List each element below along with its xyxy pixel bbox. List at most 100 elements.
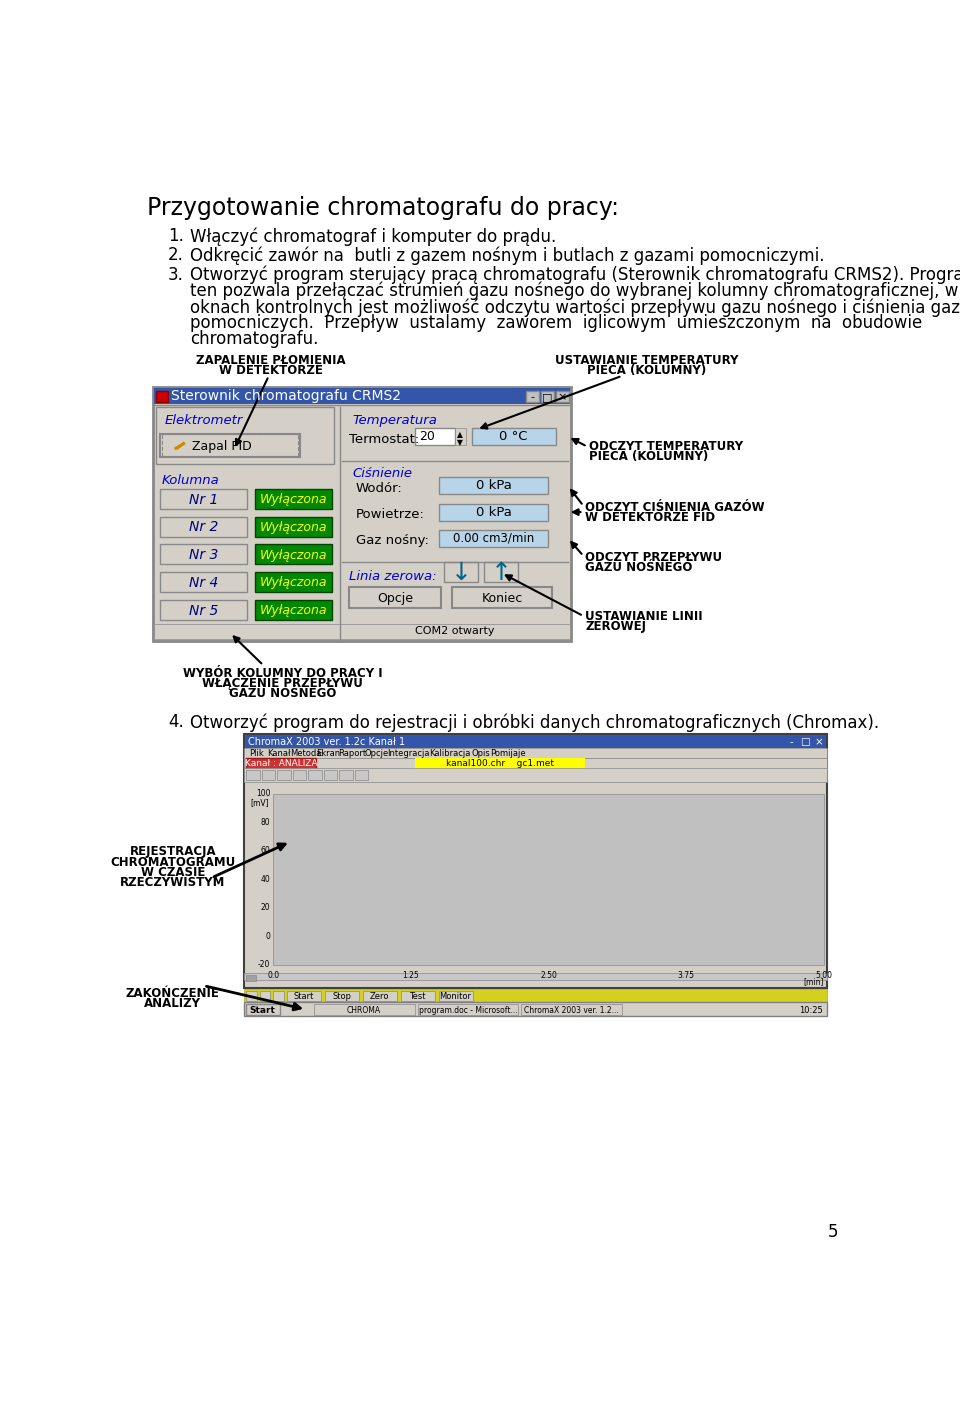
Bar (259, 991, 271, 1001)
Text: WYBÓR KOLUMNY DO PRACY I: WYBÓR KOLUMNY DO PRACY I (183, 666, 383, 679)
Bar (444, 562, 478, 582)
Bar (247, 758, 316, 768)
Text: GAZU NOŚNEGO: GAZU NOŚNEGO (585, 561, 692, 573)
Bar (254, 600, 332, 620)
Bar (160, 545, 247, 565)
Text: 0.00 cm3/min: 0.00 cm3/min (453, 532, 534, 545)
Text: 20: 20 (261, 904, 271, 912)
Text: WŁĄCZENIE PRZEPŁYWU: WŁĄCZENIE PRZEPŁYWU (203, 676, 363, 690)
Text: -: - (789, 737, 793, 747)
Text: Test: Test (409, 991, 426, 1001)
Text: Plik: Plik (249, 750, 263, 758)
Bar (314, 1004, 415, 1015)
Text: PIECA (KOLUMNY): PIECA (KOLUMNY) (588, 364, 707, 377)
Text: PIECA (KOLUMNY): PIECA (KOLUMNY) (588, 450, 708, 463)
Bar (244, 748, 827, 758)
Text: Koniec: Koniec (482, 592, 522, 604)
Bar (153, 387, 571, 641)
Bar (452, 587, 552, 609)
Text: ODCZYT CIŚNIENIA GAZÓW: ODCZYT CIŚNIENIA GAZÓW (585, 500, 764, 514)
Bar (287, 991, 321, 1001)
Bar (244, 1001, 827, 1015)
Bar (274, 794, 824, 964)
Bar (246, 974, 256, 981)
Bar (472, 428, 556, 445)
Text: kanal100.chr    gc1.met: kanal100.chr gc1.met (445, 760, 554, 768)
Text: ↓: ↓ (450, 561, 471, 585)
Text: Elektrometr: Elektrometr (165, 414, 243, 428)
Text: Integracja: Integracja (388, 750, 430, 758)
Bar (244, 988, 827, 1001)
Bar (355, 770, 368, 779)
Bar (324, 991, 359, 1001)
Text: 0.0: 0.0 (268, 971, 279, 980)
Text: Wyłączona: Wyłączona (260, 493, 327, 507)
Text: Start: Start (250, 1005, 276, 1015)
Text: ZAPALENIE PŁOMIENIA: ZAPALENIE PŁOMIENIA (196, 354, 346, 367)
Bar (556, 391, 568, 402)
Text: 4.: 4. (168, 713, 183, 731)
Text: Wyłączona: Wyłączona (260, 576, 327, 589)
Bar (324, 770, 337, 779)
Text: 0 kPa: 0 kPa (475, 505, 512, 518)
Text: ChromaX 2003 ver. 1.2...: ChromaX 2003 ver. 1.2... (524, 1005, 619, 1015)
Text: Nr 4: Nr 4 (189, 576, 218, 590)
Bar (254, 489, 332, 508)
Bar (254, 572, 332, 592)
Bar (293, 770, 306, 779)
Bar (526, 391, 540, 402)
Text: REJESTRACJA: REJESTRACJA (130, 846, 216, 858)
Bar (349, 587, 441, 609)
Text: Kanał : ANALIZA: Kanał : ANALIZA (245, 760, 318, 768)
Bar (400, 991, 435, 1001)
Bar (162, 435, 299, 456)
Text: RZECZYWISTYM: RZECZYWISTYM (120, 875, 226, 888)
Text: □: □ (801, 737, 810, 747)
Text: Wyłączona: Wyłączona (260, 604, 327, 617)
Bar (339, 770, 352, 779)
Text: Kolumna: Kolumna (162, 473, 220, 487)
Text: Start: Start (294, 991, 314, 1001)
Bar (155, 624, 569, 640)
Text: Raport: Raport (339, 750, 367, 758)
Text: Kanał: Kanał (267, 750, 291, 758)
Bar (244, 758, 827, 770)
Text: 5: 5 (828, 1223, 838, 1241)
Bar (439, 991, 472, 1001)
Text: Pomijaje: Pomijaje (490, 750, 525, 758)
Text: Wyłączona: Wyłączona (260, 549, 327, 562)
Text: ↑: ↑ (491, 561, 512, 585)
Text: GAZU NOŚNEGO: GAZU NOŚNEGO (229, 686, 336, 700)
Bar (440, 504, 548, 521)
Text: Nr 3: Nr 3 (189, 548, 218, 562)
Text: Gaz nośny:: Gaz nośny: (355, 534, 428, 548)
Text: CHROMA: CHROMA (348, 1005, 381, 1015)
Text: Kalibracja: Kalibracja (429, 750, 470, 758)
Text: CHROMATOGRAMU: CHROMATOGRAMU (110, 856, 235, 868)
Bar (415, 758, 585, 768)
Text: Ciśnienie: Ciśnienie (352, 466, 413, 480)
Text: ANALIZY: ANALIZY (144, 997, 202, 1010)
Text: W CZASIE: W CZASIE (140, 866, 204, 878)
Text: Zero: Zero (370, 991, 390, 1001)
Bar (244, 973, 827, 980)
Text: Ekran: Ekran (316, 750, 340, 758)
Text: Nr 1: Nr 1 (189, 493, 218, 507)
Text: Monitor: Monitor (440, 991, 471, 1001)
Text: Włączyć chromatograf i komputer do prądu.: Włączyć chromatograf i komputer do prądu… (190, 227, 556, 246)
Text: 3.: 3. (168, 265, 184, 284)
Text: Wodór:: Wodór: (355, 481, 402, 496)
Bar (244, 768, 827, 782)
Text: Nr 5: Nr 5 (189, 604, 218, 617)
Bar (455, 428, 466, 445)
Text: ChromaX 2003 ver. 1.2c Kanał 1: ChromaX 2003 ver. 1.2c Kanał 1 (248, 737, 405, 747)
Bar (254, 545, 332, 565)
Text: COM2 otwarty: COM2 otwarty (415, 627, 494, 637)
Bar (484, 562, 518, 582)
Text: W DETEKTORZE FID: W DETEKTORZE FID (585, 511, 715, 524)
Bar (247, 991, 257, 1001)
Text: Metoda: Metoda (290, 750, 321, 758)
Text: oknach kontrolnych jest możliwość odczytu wartości przepływu gazu nośnego i ciśn: oknach kontrolnych jest możliwość odczyt… (190, 298, 960, 316)
Bar (156, 407, 334, 463)
Text: ZEROWEJ: ZEROWEJ (585, 620, 646, 633)
